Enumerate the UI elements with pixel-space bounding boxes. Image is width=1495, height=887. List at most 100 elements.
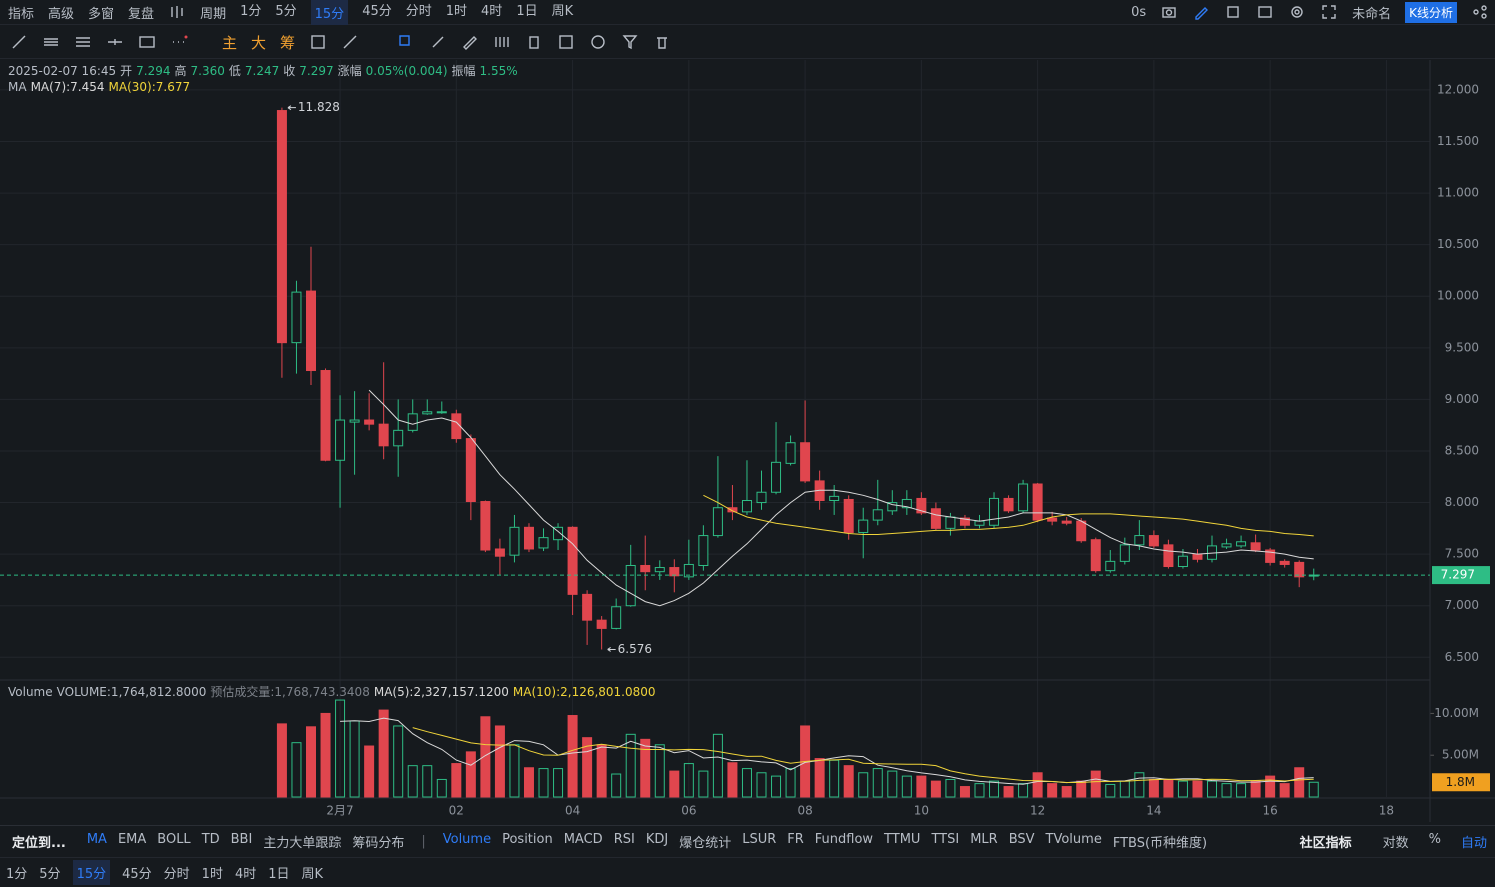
period[interactable]: 5分 <box>39 867 61 882</box>
candle-body <box>1148 535 1159 547</box>
tool[interactable] <box>309 33 327 51</box>
sub-indicator[interactable]: Volume <box>442 832 492 847</box>
main-indicator[interactable]: MA <box>86 832 107 847</box>
main-indicator[interactable]: BBI <box>230 832 253 847</box>
x-tick-label: 2月7 <box>326 804 353 818</box>
channel-tool[interactable] <box>74 33 92 51</box>
volume-bar <box>1207 780 1218 798</box>
period[interactable]: 分时 <box>163 867 190 882</box>
rect-tool[interactable] <box>138 33 156 51</box>
tool[interactable] <box>557 33 575 51</box>
analysis-button[interactable]: K线分析 <box>1405 1 1457 23</box>
option[interactable]: 对数 <box>1382 836 1409 851</box>
info-label: 收 <box>283 64 296 78</box>
candle-body <box>756 491 767 504</box>
volume-bar <box>611 773 622 798</box>
chart-type-icon[interactable] <box>168 3 186 21</box>
tool[interactable] <box>429 33 447 51</box>
tool[interactable]: 多窗 <box>88 6 115 22</box>
main-indicator[interactable]: EMA <box>117 832 147 847</box>
sub-indicator[interactable]: BSV <box>1008 832 1035 847</box>
annotation: 11.828 <box>298 100 340 114</box>
top-bar: 指标 高级 多窗 复盘 周期 1分 5分 15分 45分 分时 1时 4时 1日 周K 0s 未… <box>0 0 1495 25</box>
period[interactable]: 45分 <box>362 3 392 19</box>
option[interactable]: 自动 <box>1460 836 1487 851</box>
volume-legend: Volume VOLUME:1,764,812.8000 预估成交量:1,768,7… <box>8 683 664 700</box>
period[interactable]: 1时 <box>445 3 468 19</box>
sub-indicator[interactable]: RSI <box>613 832 635 847</box>
tool[interactable] <box>493 33 511 51</box>
mode[interactable]: 大 <box>251 33 267 52</box>
tool[interactable] <box>621 33 639 51</box>
locate[interactable]: 定位到... <box>12 836 66 851</box>
share-icon[interactable] <box>1471 3 1489 21</box>
sub-indicator[interactable]: KDJ <box>645 832 669 847</box>
main-indicator[interactable]: BOLL <box>157 832 191 847</box>
candle-body <box>887 502 898 512</box>
sub-indicator[interactable]: Position <box>502 832 553 847</box>
pen-icon[interactable] <box>1192 3 1210 21</box>
period[interactable]: 1分 <box>240 3 262 19</box>
mode[interactable]: 主 <box>222 33 238 52</box>
tool[interactable]: 高级 <box>48 6 75 22</box>
more-tool[interactable] <box>170 33 188 51</box>
sub-indicator[interactable]: MLR <box>970 832 998 847</box>
tool[interactable] <box>341 33 359 51</box>
period[interactable]: 45分 <box>122 867 152 882</box>
candle-body <box>494 548 505 557</box>
cross-tool[interactable] <box>106 33 124 51</box>
tool[interactable] <box>525 33 543 51</box>
fullscreen-icon[interactable] <box>1320 3 1338 21</box>
period[interactable]: 1日 <box>268 867 290 882</box>
tool[interactable]: 指标 <box>8 6 35 22</box>
sub-indicator[interactable]: FR <box>787 832 804 847</box>
sub-indicator[interactable]: Fundflow <box>814 832 874 847</box>
save-icon[interactable] <box>1256 3 1274 21</box>
volume-bar <box>698 770 709 798</box>
sub-indicator[interactable]: 爆仓统计 <box>679 836 732 851</box>
period[interactable]: 周K <box>551 3 574 19</box>
main-indicator[interactable]: TD <box>201 832 220 847</box>
line-tool[interactable] <box>10 33 28 51</box>
tool[interactable]: 复盘 <box>128 6 155 22</box>
sub-indicator[interactable]: TTSI <box>931 832 960 847</box>
layout-name[interactable]: 未命名 <box>1352 6 1392 22</box>
volume-bar <box>1061 786 1072 798</box>
volume-bar <box>916 775 927 798</box>
hline-tool[interactable] <box>42 33 60 51</box>
period[interactable]: 周K <box>301 867 324 882</box>
main-indicator[interactable]: 主力大单跟踪 <box>263 836 342 851</box>
tool[interactable] <box>461 33 479 51</box>
sub-indicator[interactable]: FTBS(币种维度) <box>1112 836 1208 851</box>
settings-icon[interactable] <box>1288 3 1306 21</box>
sub-indicator[interactable]: LSUR <box>742 832 777 847</box>
period[interactable]: 15分 <box>310 0 349 25</box>
period[interactable]: 1时 <box>201 867 223 882</box>
volume-bar <box>727 762 738 798</box>
community[interactable]: 社区指标 <box>1299 836 1352 851</box>
period[interactable]: 1日 <box>516 3 538 19</box>
timer: 0s <box>1131 4 1147 20</box>
volume-bar <box>1003 786 1014 798</box>
candle-body <box>1279 560 1290 565</box>
volume-bar <box>959 786 970 798</box>
y-tick-label: 10.000 <box>1437 289 1479 303</box>
main-indicator[interactable]: 筹码分布 <box>352 836 405 851</box>
window-icon[interactable] <box>1224 3 1242 21</box>
option[interactable]: % <box>1428 832 1441 847</box>
tool[interactable] <box>397 33 415 51</box>
sub-indicator[interactable]: MACD <box>563 832 603 847</box>
period[interactable]: 分时 <box>405 3 432 19</box>
period[interactable]: 15分 <box>72 860 111 885</box>
period[interactable]: 4时 <box>481 3 503 19</box>
tool[interactable]: 周期 <box>200 6 227 22</box>
tool[interactable] <box>589 33 607 51</box>
period[interactable]: 5分 <box>275 3 297 19</box>
sub-indicator[interactable]: TTMU <box>884 832 921 847</box>
camera-icon[interactable] <box>1160 3 1178 21</box>
tool[interactable] <box>653 33 671 51</box>
period[interactable]: 4时 <box>234 867 257 882</box>
sub-indicator[interactable]: TVolume <box>1045 832 1102 847</box>
mode[interactable]: 筹 <box>280 33 296 52</box>
period[interactable]: 1分 <box>6 867 28 882</box>
